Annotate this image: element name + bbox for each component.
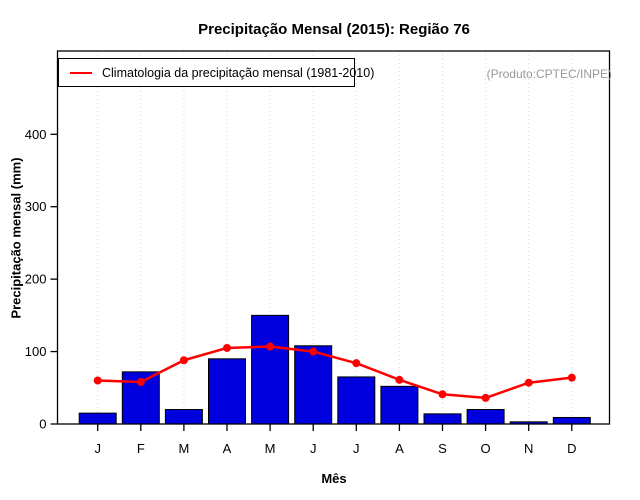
bar-month-4 (208, 358, 246, 425)
climatology-point-month-10 (481, 393, 490, 402)
x-axis-title: Mês (321, 471, 347, 486)
bar-month-10 (466, 409, 505, 425)
bar-month-7 (337, 376, 376, 425)
x-axis-tick-label: J (353, 441, 360, 456)
x-axis-tick-label: N (524, 441, 533, 456)
y-axis-tick-label: 0 (39, 417, 46, 432)
x-axis-tick-label: A (223, 441, 232, 456)
x-axis-tick-label: M (265, 441, 276, 456)
climatology-line (97, 345, 572, 400)
climatology-point-month-8 (395, 375, 404, 384)
y-axis-tick-label: 300 (25, 199, 47, 214)
climatology-point-month-3 (179, 356, 188, 365)
x-axis-tick-label: J (310, 441, 317, 456)
x-axis-tick-label: O (481, 441, 491, 456)
bar-month-8 (380, 385, 419, 425)
y-axis-tick-label: 400 (25, 127, 47, 142)
climatology-point-month-12 (567, 373, 576, 382)
plot-border (56, 50, 611, 425)
x-axis-tick-label: J (94, 441, 101, 456)
climatology-point-month-7 (352, 359, 361, 368)
bar-month-6 (294, 345, 333, 425)
climatology-point-month-5 (266, 342, 275, 351)
y-axis-tick-label: 100 (25, 344, 47, 359)
x-axis-tick-label: D (567, 441, 576, 456)
x-axis-tick-label: S (438, 441, 447, 456)
x-axis-tick-label: A (395, 441, 404, 456)
y-axis-title: Precipitação mensal (mm) (8, 157, 24, 319)
climatology-point-month-2 (136, 377, 145, 386)
legend-box: Climatologia da precipitação mensal (198… (58, 58, 374, 87)
legend-entry-climatology: Climatologia da precipitação mensal (198… (102, 65, 375, 80)
bar-month-9 (423, 413, 462, 425)
climatology-point-month-11 (524, 378, 533, 387)
x-axis-tick-label: F (137, 441, 145, 456)
climatology-point-month-6 (309, 347, 318, 356)
bar-month-5 (251, 314, 290, 425)
bar-month-12 (552, 416, 591, 425)
bar-month-1 (78, 412, 117, 425)
climatology-point-month-9 (438, 390, 447, 399)
product-credit-label: (Produto:CPTEC/INPE) (486, 67, 612, 81)
bar-month-3 (164, 409, 203, 425)
x-axis-tick-label: M (178, 441, 189, 456)
legend-line-swatch (70, 71, 92, 74)
y-axis-tick-label: 200 (25, 272, 47, 287)
chart-title: Precipitação Mensal (2015): Região 76 (198, 21, 470, 38)
climatology-point-month-4 (223, 343, 231, 352)
climatology-point-month-1 (93, 376, 102, 385)
